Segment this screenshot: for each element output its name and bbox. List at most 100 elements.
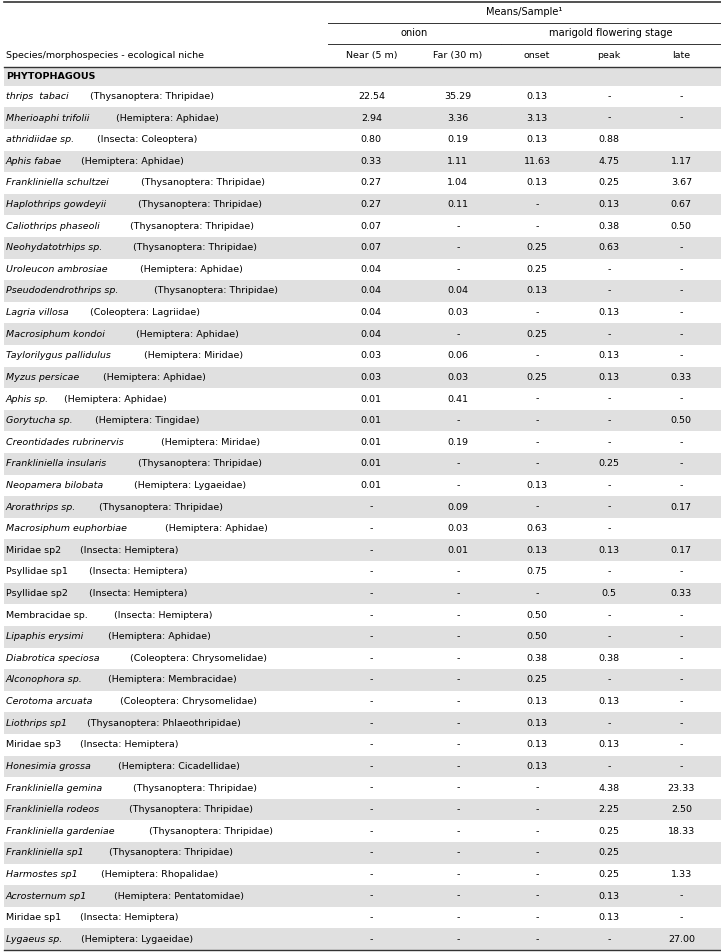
Text: (Thysanoptera: Thripidae): (Thysanoptera: Thripidae)	[130, 244, 257, 252]
Text: (Coleoptera: Lagriidae): (Coleoptera: Lagriidae)	[87, 308, 200, 317]
Bar	[4, 605, 721, 626]
Bar	[4, 843, 721, 863]
Bar	[4, 345, 721, 367]
Text: -: -	[456, 741, 459, 749]
Bar	[4, 172, 721, 194]
Text: 0.03: 0.03	[447, 373, 469, 382]
Bar	[4, 561, 721, 583]
Text: onion: onion	[401, 29, 428, 38]
Text: 0.13: 0.13	[598, 373, 620, 382]
Text: (Hemiptera: Aphidae): (Hemiptera: Aphidae)	[100, 373, 206, 382]
Text: -: -	[370, 610, 373, 620]
Text: 0.07: 0.07	[360, 222, 382, 230]
Text: (Hemiptera: Cicadellidae): (Hemiptera: Cicadellidae)	[115, 762, 240, 771]
Text: -: -	[456, 676, 459, 684]
Text: 0.38: 0.38	[598, 222, 620, 230]
Text: (Thysanoptera: Thripidae): (Thysanoptera: Thripidae)	[146, 826, 273, 836]
Text: 0.13: 0.13	[526, 741, 548, 749]
Text: 0.41: 0.41	[447, 394, 469, 404]
Text: -: -	[608, 503, 611, 511]
Text: 0.13: 0.13	[598, 351, 620, 360]
Text: -: -	[608, 610, 611, 620]
Text: Acrosternum sp1: Acrosternum sp1	[6, 892, 87, 901]
Text: -: -	[680, 244, 683, 252]
Text: -: -	[680, 567, 683, 576]
Text: -: -	[456, 329, 459, 339]
Text: -: -	[456, 848, 459, 858]
Text: -: -	[536, 783, 539, 792]
Text: Alconophora sp.: Alconophora sp.	[6, 676, 82, 684]
Text: 0.13: 0.13	[526, 545, 548, 555]
Text: 0.04: 0.04	[360, 329, 382, 339]
Text: -: -	[536, 848, 539, 858]
Text: -: -	[680, 892, 683, 901]
Text: -: -	[680, 762, 683, 771]
Text: -: -	[680, 741, 683, 749]
Text: (Hemiptera: Aphidae): (Hemiptera: Aphidae)	[61, 394, 167, 404]
Text: Far (30 m): Far (30 m)	[433, 50, 482, 60]
Text: -: -	[680, 351, 683, 360]
Text: (Insecta: Hemiptera): (Insecta: Hemiptera)	[111, 610, 213, 620]
Text: (Hemiptera: Aphidae): (Hemiptera: Aphidae)	[78, 157, 184, 166]
Text: late: late	[672, 50, 691, 60]
Bar	[4, 928, 721, 950]
Text: -: -	[680, 329, 683, 339]
Text: -: -	[456, 719, 459, 727]
Text: (Hemiptera: Miridae): (Hemiptera: Miridae)	[158, 438, 260, 446]
Text: Diabrotica speciosa: Diabrotica speciosa	[6, 654, 99, 663]
Text: 0.17: 0.17	[671, 503, 692, 511]
Text: thrips  tabaci: thrips tabaci	[6, 92, 68, 101]
Text: peak: peak	[598, 50, 621, 60]
Text: 0.13: 0.13	[526, 287, 548, 295]
Text: (Thysanoptera: Thripidae): (Thysanoptera: Thripidae)	[106, 848, 233, 858]
Text: Species/morphospecies - ecological niche: Species/morphospecies - ecological niche	[6, 50, 204, 60]
Text: 0.07: 0.07	[360, 244, 382, 252]
Text: -: -	[370, 567, 373, 576]
Text: -: -	[680, 265, 683, 274]
Text: -: -	[456, 762, 459, 771]
Text: PHYTOPHAGOUS: PHYTOPHAGOUS	[6, 71, 95, 81]
Text: -: -	[456, 460, 459, 468]
Text: 0.03: 0.03	[360, 373, 382, 382]
Text: 0.63: 0.63	[598, 244, 620, 252]
Text: 0.50: 0.50	[526, 632, 548, 642]
Text: -: -	[608, 935, 611, 943]
Text: -: -	[536, 438, 539, 446]
Text: -: -	[456, 481, 459, 490]
Text: (Thysanoptera: Thripidae): (Thysanoptera: Thripidae)	[127, 222, 254, 230]
Bar	[4, 431, 721, 453]
Text: (Thysanoptera: Thripidae): (Thysanoptera: Thripidae)	[126, 805, 253, 814]
Bar	[4, 518, 721, 540]
Text: 0.04: 0.04	[360, 287, 382, 295]
Bar	[4, 799, 721, 821]
Text: 0.13: 0.13	[526, 135, 548, 144]
Text: -: -	[456, 654, 459, 663]
Text: -: -	[370, 525, 373, 533]
Text: 0.25: 0.25	[598, 870, 620, 879]
Text: 0.25: 0.25	[598, 178, 620, 188]
Text: -: -	[370, 892, 373, 901]
Text: -: -	[536, 222, 539, 230]
Text: (Thysanoptera: Thripidae): (Thysanoptera: Thripidae)	[87, 92, 213, 101]
Text: 0.25: 0.25	[526, 676, 548, 684]
Text: 2.50: 2.50	[671, 805, 692, 814]
Text: -: -	[456, 783, 459, 792]
Bar	[4, 367, 721, 388]
Text: (Hemiptera: Pentatomidae): (Hemiptera: Pentatomidae)	[110, 892, 244, 901]
Text: -: -	[608, 113, 611, 123]
Bar	[4, 712, 721, 734]
Text: 0.09: 0.09	[447, 503, 469, 511]
Bar	[4, 475, 721, 496]
Text: -: -	[370, 848, 373, 858]
Text: Caliothrips phaseoli: Caliothrips phaseoli	[6, 222, 99, 230]
Text: 0.13: 0.13	[598, 913, 620, 922]
Text: -: -	[370, 805, 373, 814]
Bar	[4, 756, 721, 777]
Text: -: -	[370, 870, 373, 879]
Bar	[4, 86, 721, 108]
Text: -: -	[680, 913, 683, 922]
Text: -: -	[536, 892, 539, 901]
Text: (Hemiptera: Aphidae): (Hemiptera: Aphidae)	[162, 525, 267, 533]
Text: Arorathrips sp.: Arorathrips sp.	[6, 503, 76, 511]
Bar	[4, 215, 721, 237]
